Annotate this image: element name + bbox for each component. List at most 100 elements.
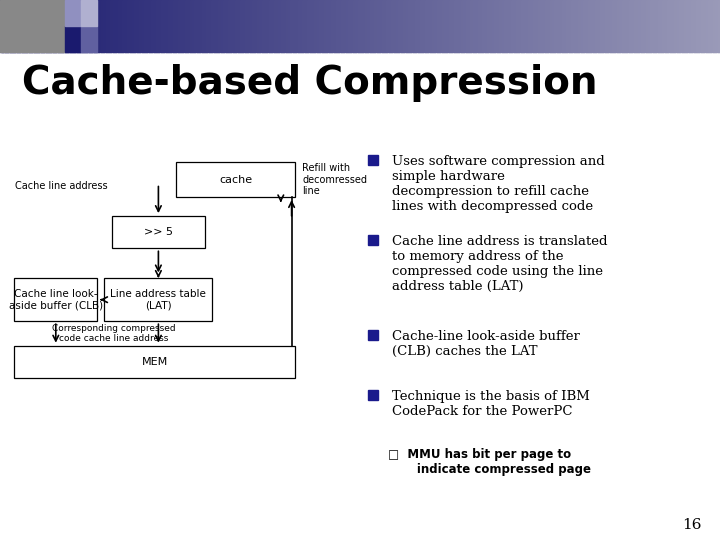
Bar	[377, 0, 380, 52]
Bar	[176, 162, 295, 197]
Bar	[367, 0, 371, 52]
Bar	[567, 0, 570, 52]
Bar	[358, 0, 361, 52]
Bar	[14, 346, 295, 378]
Bar	[166, 0, 169, 52]
Bar	[48, 0, 51, 52]
Bar	[492, 0, 495, 52]
Bar	[595, 0, 598, 52]
Bar	[14, 278, 97, 321]
Bar	[295, 0, 299, 52]
Bar	[19, 0, 22, 52]
Bar	[338, 0, 342, 52]
Bar	[394, 0, 397, 52]
Bar	[245, 0, 248, 52]
Bar	[468, 0, 472, 52]
Bar	[619, 0, 623, 52]
Text: Refill with
decomressed
line: Refill with decomressed line	[302, 163, 367, 196]
Bar	[216, 0, 220, 52]
Bar	[2, 0, 6, 52]
Bar	[703, 0, 706, 52]
Bar	[45, 0, 49, 52]
Bar	[348, 0, 351, 52]
Bar	[502, 0, 505, 52]
Text: Corresponding compressed
code cache line address: Corresponding compressed code cache line…	[52, 324, 175, 343]
Bar	[439, 0, 443, 52]
Bar	[509, 0, 512, 52]
Bar	[261, 0, 265, 52]
Bar	[288, 0, 292, 52]
Bar	[276, 0, 279, 52]
Bar	[600, 0, 603, 52]
Bar	[545, 0, 548, 52]
Bar	[588, 0, 591, 52]
Bar	[65, 26, 81, 52]
Bar	[686, 0, 690, 52]
Bar	[513, 0, 517, 52]
Bar	[650, 0, 654, 52]
Bar	[34, 0, 37, 52]
Bar	[711, 0, 714, 52]
Bar	[470, 0, 474, 52]
Bar	[254, 0, 258, 52]
Bar	[624, 0, 627, 52]
Bar	[451, 0, 454, 52]
Bar	[67, 0, 71, 52]
Bar	[29, 0, 32, 52]
Bar	[336, 0, 339, 52]
Bar	[65, 0, 68, 52]
Bar	[36, 0, 40, 52]
Bar	[401, 0, 404, 52]
Bar	[55, 0, 58, 52]
Bar	[120, 0, 123, 52]
Bar	[701, 0, 704, 52]
Bar	[557, 0, 560, 52]
Text: MEM: MEM	[142, 357, 168, 367]
Bar	[182, 0, 186, 52]
Bar	[156, 0, 159, 52]
Bar	[230, 0, 234, 52]
Bar	[482, 0, 486, 52]
Bar	[41, 0, 44, 52]
Bar	[168, 0, 171, 52]
Text: 16: 16	[683, 518, 702, 532]
Bar	[420, 0, 423, 52]
Bar	[146, 0, 150, 52]
Bar	[214, 0, 217, 52]
Bar	[281, 0, 284, 52]
Bar	[137, 0, 140, 52]
Bar	[497, 0, 500, 52]
Bar	[300, 0, 303, 52]
Bar	[91, 0, 94, 52]
Bar	[238, 0, 241, 52]
Bar	[648, 0, 652, 52]
Bar	[297, 0, 301, 52]
Bar	[81, 0, 85, 52]
Bar	[290, 0, 294, 52]
Bar	[425, 0, 428, 52]
Bar	[477, 0, 481, 52]
Bar	[192, 0, 195, 52]
Bar	[576, 0, 580, 52]
Bar	[495, 0, 498, 52]
Bar	[396, 0, 400, 52]
Bar	[353, 0, 356, 52]
Bar	[562, 0, 565, 52]
Bar	[199, 0, 202, 52]
Bar	[583, 0, 587, 52]
Bar	[264, 0, 267, 52]
Bar	[499, 0, 503, 52]
Bar	[351, 0, 354, 52]
Bar	[127, 0, 130, 52]
Bar	[315, 0, 318, 52]
Bar	[341, 0, 344, 52]
Bar	[413, 0, 416, 52]
Bar	[153, 0, 157, 52]
Bar	[504, 0, 508, 52]
Text: Uses software compression and
simple hardware
decompression to refill cache
line: Uses software compression and simple har…	[392, 155, 605, 213]
Bar	[122, 0, 126, 52]
Bar	[617, 0, 620, 52]
Bar	[94, 0, 97, 52]
Bar	[646, 0, 649, 52]
Bar	[657, 0, 661, 52]
